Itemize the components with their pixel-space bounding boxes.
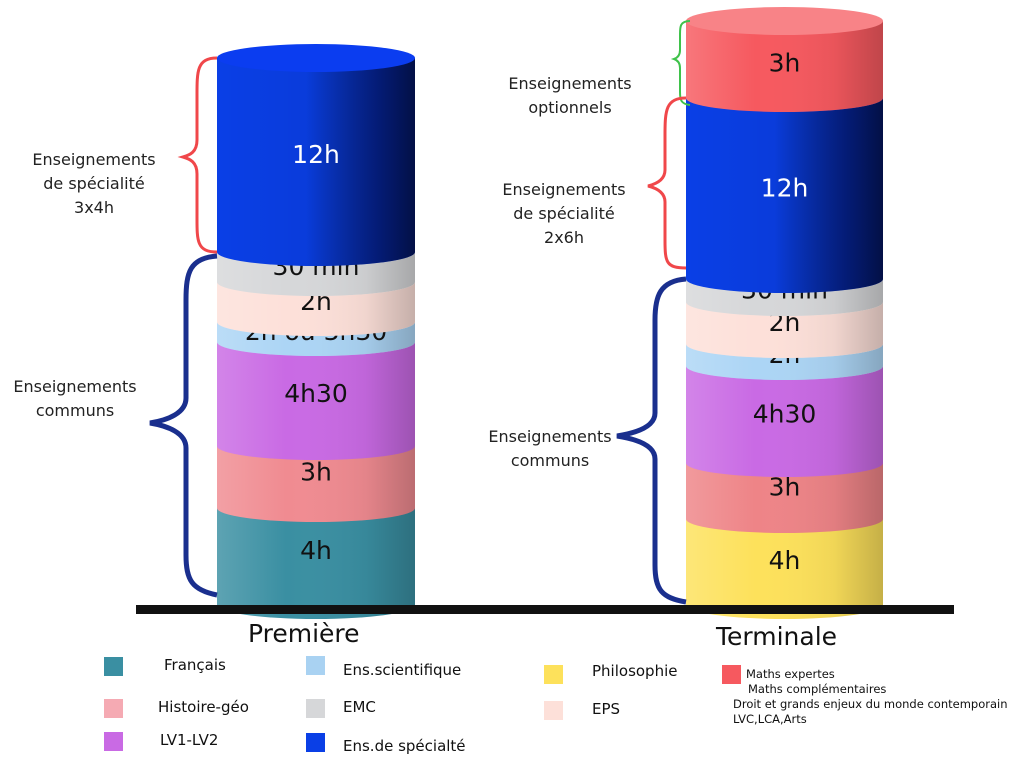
label-premiere-communs: Enseignements communs [0, 375, 150, 423]
legend-swatch [722, 665, 741, 684]
legend-swatch [306, 733, 325, 752]
legend-swatch [104, 732, 123, 751]
segment-label: 3h [769, 49, 801, 78]
legend-swatch [544, 701, 563, 720]
segment-label: 12h [761, 174, 809, 203]
label-terminale-optionnels: Enseignements optionnels [490, 72, 650, 120]
label-terminale-communs: Enseignements communs [470, 425, 630, 473]
segment-label: 4h [769, 546, 801, 575]
legend-swatch [544, 665, 563, 684]
segment-label: 3h [300, 458, 332, 487]
segment-label: 4h [300, 536, 332, 565]
legend-swatch [104, 657, 123, 676]
segment-top [217, 44, 415, 72]
title-premiere: Première [248, 619, 360, 648]
label-terminale-specialite: Enseignements de spécialité 2x6h [484, 178, 644, 250]
brace-premiere-communs [150, 256, 217, 595]
segment: 3h [686, 7, 883, 112]
label-premiere-specialite: Enseignements de spécialité 3x4h [14, 148, 174, 220]
segment: 12h [217, 44, 415, 266]
legend-swatch [306, 656, 325, 675]
title-terminale: Terminale [716, 622, 837, 651]
segment-label: 12h [292, 140, 340, 169]
segment-label: 4h30 [753, 400, 817, 429]
brace-premiere-specialite [183, 58, 217, 252]
segment-top [686, 7, 883, 35]
legend-swatch [104, 699, 123, 718]
segment: 12h [686, 84, 883, 293]
legend-swatch [306, 699, 325, 718]
column-terminale: 4h3h4h302h2h30 min12h3h [686, 7, 883, 619]
brace-terminale-specialite [648, 98, 686, 268]
segment-label: 4h30 [284, 379, 348, 408]
baseline [136, 605, 954, 614]
